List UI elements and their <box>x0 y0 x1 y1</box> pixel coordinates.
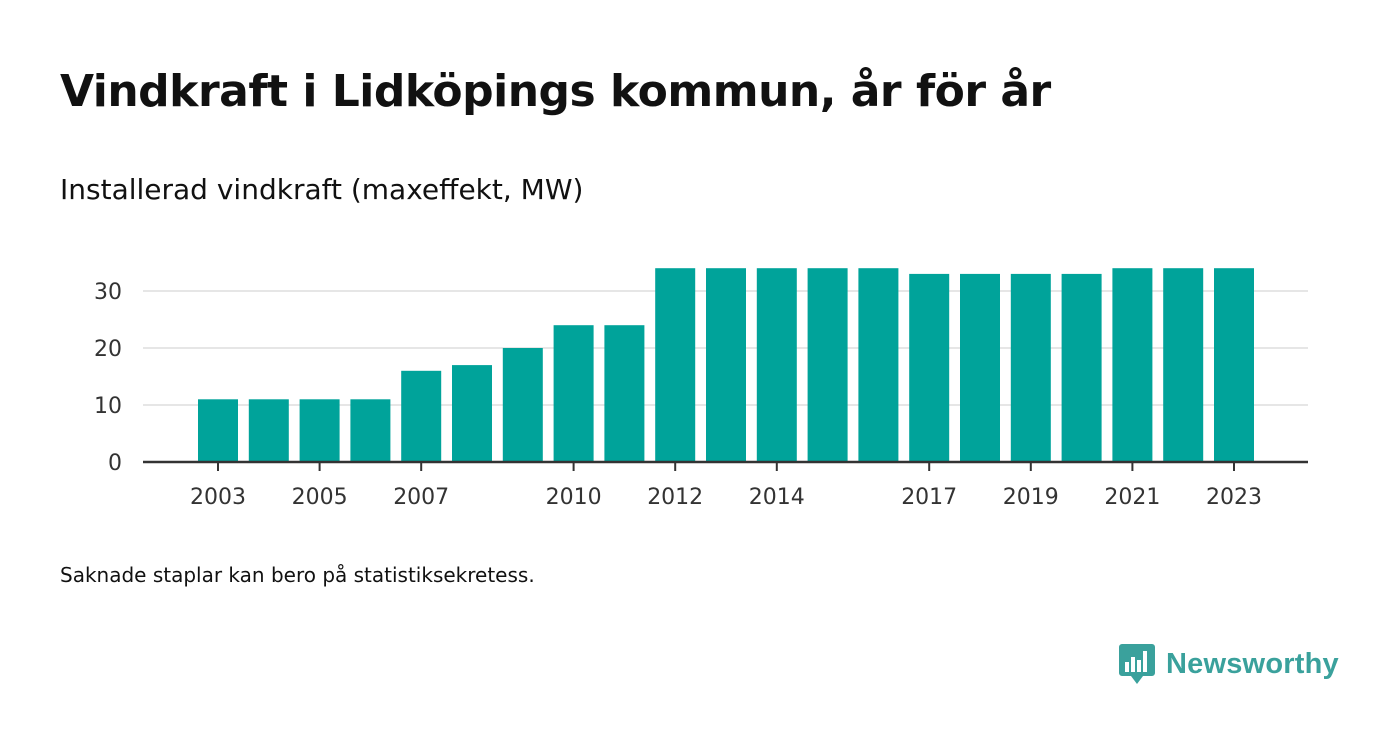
y-axis-labels: 0 10 20 30 <box>94 280 122 476</box>
x-tick-label: 2017 <box>901 485 957 510</box>
bars <box>198 268 1254 462</box>
y-tick-label: 20 <box>94 337 122 362</box>
y-tick-label: 10 <box>94 394 122 419</box>
bar-2010 <box>553 325 594 462</box>
bar-2003 <box>198 399 238 462</box>
bar-2013 <box>706 268 746 462</box>
bar-2017 <box>909 273 950 462</box>
x-tick-label: 2014 <box>749 485 805 510</box>
chart-subtitle: Installerad vindkraft (maxeffekt, MW) <box>60 173 584 206</box>
bar-2020 <box>1061 273 1102 462</box>
bar-2009 <box>502 348 543 462</box>
x-tick-label: 2007 <box>393 485 449 510</box>
x-tick-label: 2005 <box>292 485 348 510</box>
bar-chart-logo-icon <box>1119 644 1155 684</box>
x-tick-label: 2012 <box>647 485 703 510</box>
chart-title: Vindkraft i Lidköpings kommun, år för år <box>60 66 1051 117</box>
bar-2023 <box>1214 268 1254 462</box>
bar-2006 <box>350 399 391 462</box>
newsworthy-logo[interactable]: Newsworthy <box>1118 640 1339 688</box>
bar-2015 <box>807 268 848 462</box>
x-tick-label: 2003 <box>190 485 246 510</box>
bar-2012 <box>655 268 696 462</box>
bar-2011 <box>604 325 645 462</box>
bar-2007 <box>401 370 442 462</box>
x-tick-label: 2019 <box>1003 485 1059 510</box>
y-tick-label: 0 <box>108 451 122 476</box>
bar-2016 <box>858 268 899 462</box>
bar-2021 <box>1112 268 1153 462</box>
bar-2022 <box>1163 268 1204 462</box>
x-tick-label: 2010 <box>546 485 602 510</box>
bar-2018 <box>960 273 1000 462</box>
y-tick-label: 30 <box>94 280 122 305</box>
bar-2004 <box>248 399 289 462</box>
x-tick-label: 2021 <box>1104 485 1160 510</box>
bar-2014 <box>756 268 797 462</box>
x-axis-labels: 2003 2005 2007 2010 2012 2014 2017 2019 2021 2023 <box>190 462 1262 510</box>
x-tick-label: 2023 <box>1206 485 1262 510</box>
bar-2008 <box>452 365 492 462</box>
bar-2019 <box>1010 273 1051 462</box>
brand-name: Newsworthy <box>1166 647 1339 680</box>
footnote: Saknade staplar kan bero på statistiksek… <box>60 563 535 587</box>
bar-2005 <box>299 399 340 462</box>
